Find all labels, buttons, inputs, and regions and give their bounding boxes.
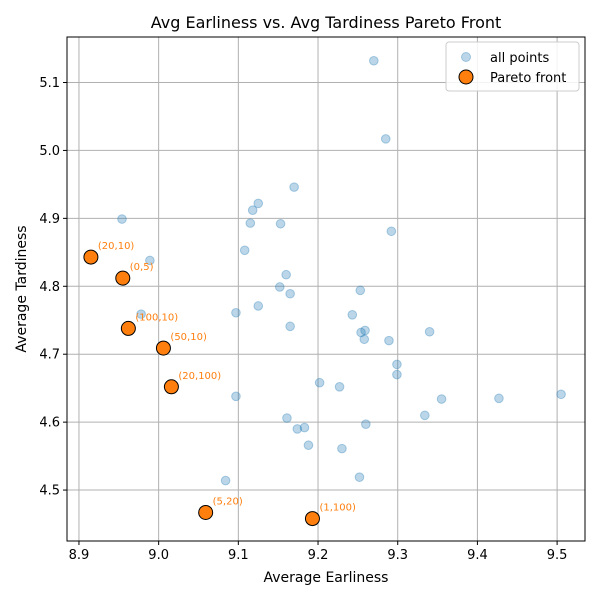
all-point-marker [282,413,292,423]
all-point-marker [556,389,566,400]
all-point-marker [355,285,366,296]
pareto-point-label: (100,10) [135,312,178,323]
y-tick-label: 4.7 [39,348,60,363]
all-point-marker [220,475,231,486]
legend-label-pareto-front: Pareto front [490,71,566,86]
plot-area [67,37,585,541]
pareto-point-label: (50,10) [170,332,207,343]
y-axis-ticks: 4.5 4.6 4.7 4.8 4.9 5.0 5.1 [39,76,67,499]
x-axis-label: Average Earliness [264,570,389,586]
pareto-point-marker [163,379,179,395]
pareto-point-label: (0,5) [130,262,154,273]
pareto-point-label: (5,20) [213,496,243,507]
pareto-point-marker [304,511,320,527]
all-point-marker [386,226,397,237]
all-point-marker [369,55,379,66]
all-point-marker [494,393,504,404]
all-point-marker [231,391,241,402]
pareto-point-label: (20,100) [178,371,221,382]
all-point-marker [145,255,155,266]
all-point-marker [314,377,325,388]
all-point-marker [334,382,345,392]
all-points-series [117,55,566,486]
x-tick-label: 8.9 [69,548,90,563]
x-tick-label: 9.0 [148,548,169,563]
all-point-marker [231,307,241,318]
pareto-point-marker [120,320,136,336]
all-point-marker [420,410,430,421]
y-tick-label: 4.5 [39,484,60,499]
all-point-marker [392,369,402,380]
legend-marker-pareto-front [458,69,474,85]
y-tick-label: 4.9 [39,212,60,227]
legend-box [445,41,580,92]
all-point-marker [299,422,310,433]
all-point-marker [337,443,347,454]
x-tick-label: 9.3 [387,548,408,563]
x-tick-label: 9.2 [308,548,329,563]
all-point-marker [245,218,256,228]
all-point-marker [136,309,146,319]
plot-frame [66,36,586,542]
pareto-point-marker [83,249,99,265]
pareto-point-marker [198,504,214,520]
all-point-marker [289,182,299,192]
all-point-marker [356,327,366,338]
legend: all points Pareto front [445,41,580,92]
all-point-marker [303,440,314,451]
y-axis-label: Average Tardiness [14,225,30,352]
all-point-marker [436,394,447,404]
pareto-point-marker [115,270,131,286]
x-axis-ticks: 8.9 9.0 9.1 9.2 9.3 9.4 9.5 [69,541,568,563]
all-point-marker [354,472,365,482]
all-point-marker [359,334,370,345]
pareto-annotations: (20,10) (0,5) (100,10) (50,10) (20,100) (5,20… [98,241,356,514]
all-point-marker [347,310,358,320]
all-point-marker [392,359,402,370]
chart-title: Avg Earliness vs. Avg Tardiness Pareto F… [151,13,502,32]
legend-label-all-points: all points [490,51,549,66]
all-point-marker [384,335,394,346]
pareto-front-series [83,249,320,527]
y-tick-label: 5.0 [39,144,60,159]
all-point-marker [361,419,371,429]
pareto-point-marker [155,340,171,356]
y-tick-label: 4.6 [39,416,60,431]
all-point-marker [253,198,264,209]
pareto-point-label: (20,10) [98,241,135,252]
all-point-marker [117,214,127,224]
all-point-marker [253,301,264,311]
all-point-marker [424,326,435,337]
all-point-marker [380,134,391,144]
all-point-marker [285,321,295,332]
all-point-marker [274,282,285,292]
x-tick-label: 9.5 [547,548,568,563]
all-point-marker [292,424,303,434]
y-tick-label: 5.1 [39,76,60,91]
pareto-point-label: (1,100) [319,503,356,514]
x-tick-label: 9.1 [228,548,249,563]
all-point-marker [239,245,250,256]
legend-marker-all-points [461,52,471,62]
all-point-marker [275,218,286,229]
y-tick-label: 4.8 [39,280,60,295]
all-point-marker [285,288,295,299]
all-point-marker [360,325,370,336]
all-point-marker [247,205,258,216]
x-tick-label: 9.4 [467,548,488,563]
all-point-marker [281,269,291,280]
